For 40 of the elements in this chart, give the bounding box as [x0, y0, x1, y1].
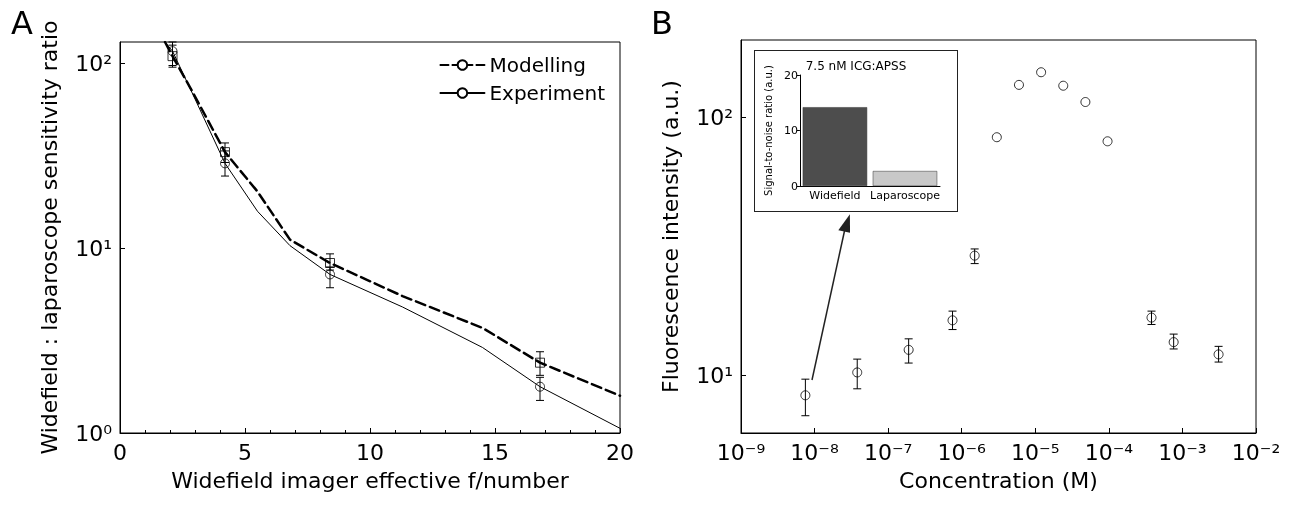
x-tick-label: 10⁻⁶ — [937, 439, 987, 465]
chart-title: 7.5 nM ICG:APSS — [805, 59, 907, 73]
y-tick-label: 10¹ — [75, 235, 112, 261]
point — [535, 381, 545, 392]
point — [167, 51, 178, 62]
y-tick-label: 10⁰ — [75, 420, 113, 446]
y-tick-label: 10 — [783, 124, 798, 137]
x-axis-title: Concentration (M) — [899, 467, 1098, 493]
point — [325, 269, 335, 280]
y-tick-label: 10² — [75, 50, 112, 76]
y-axis-title: Fluorescence intensity (a.u.) — [657, 80, 683, 393]
y-tick-label: 10² — [696, 105, 733, 131]
y-tick-label: 0 — [790, 179, 798, 193]
x-tick-label: Laparoscope — [870, 189, 941, 202]
x-tick-label: 10⁻⁹ — [716, 439, 766, 465]
y-tick-label: 20 — [783, 68, 798, 82]
chart-title: B — [651, 4, 673, 42]
x-tick-label: 10⁻⁴ — [1084, 439, 1134, 465]
point — [220, 158, 230, 169]
x-tick-label: 10⁻² — [1231, 439, 1281, 465]
y-axis-title: Widefield : laparoscope sensitivity ratio — [36, 20, 62, 455]
x-tick-label: 5 — [238, 439, 252, 465]
x-tick-label: 10⁻³ — [1158, 439, 1207, 465]
y-tick-label: 10¹ — [696, 363, 733, 389]
chart-title: A — [11, 4, 33, 42]
point — [535, 357, 545, 368]
x-tick-label: 10 — [356, 439, 384, 465]
point — [325, 258, 335, 269]
x-tick-label: 20 — [606, 439, 634, 465]
x-axis-title: Widefield imager effective f/number — [171, 467, 570, 493]
y-axis-title: Signal-to-noise ratio (a.u.) — [762, 65, 774, 196]
point — [220, 147, 230, 158]
x-tick-label: 10⁻⁷ — [863, 439, 913, 465]
x-tick-label: 10⁻⁵ — [1011, 439, 1060, 465]
x-tick-label: Widefield — [809, 189, 861, 202]
x-tick-label: 15 — [481, 439, 509, 465]
x-tick-label: 10⁻⁸ — [790, 439, 839, 465]
point — [167, 46, 178, 57]
legend-label: Modelling — [489, 53, 586, 77]
legend-label: Experiment — [489, 81, 606, 105]
